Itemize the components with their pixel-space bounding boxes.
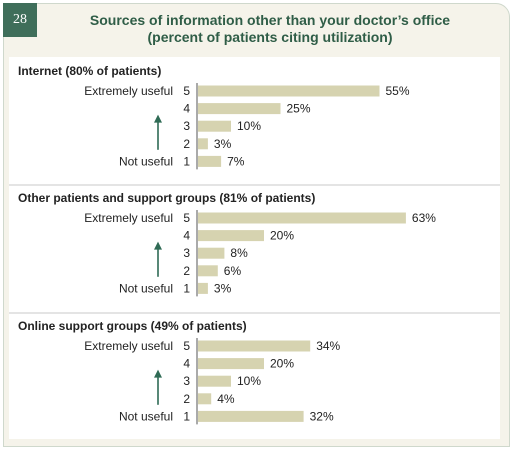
- chart-1-bar-3: [198, 120, 231, 132]
- chart-2-category-5: 5: [183, 211, 190, 225]
- chart-3-top-label: Extremely useful: [84, 339, 173, 353]
- chart-3-value-label-5: 34%: [316, 339, 340, 353]
- chart-1-value-label-2: 3%: [214, 137, 232, 151]
- chart-3-title: Online support groups (49% of patients): [18, 319, 247, 333]
- chart-2-value-label-2: 6%: [224, 264, 242, 278]
- chart-1-category-3: 3: [183, 119, 190, 133]
- chart-2-value-label-1: 3%: [214, 281, 232, 295]
- chart-2-top-label: Extremely useful: [84, 211, 173, 225]
- chart-1-bar-1: [198, 155, 222, 167]
- chart-2-bar-4: [198, 230, 264, 242]
- chart-3-arrow-up-icon: [154, 369, 162, 378]
- chart-2-bottom-label: Not useful: [119, 281, 173, 295]
- chart-3-bar-1: [198, 410, 304, 422]
- chart-1-bottom-label: Not useful: [119, 154, 173, 168]
- chart-1-bar-2: [198, 138, 208, 150]
- chart-1-top-label: Extremely useful: [84, 84, 173, 98]
- chart-2-bar-2: [198, 265, 218, 277]
- chart-3-bar-2: [198, 393, 212, 405]
- chart-2-category-3: 3: [183, 246, 190, 260]
- chart-1-value-label-3: 10%: [237, 119, 261, 133]
- chart-3-bottom-label: Not useful: [119, 409, 173, 423]
- figure-title: Sources of information other than your d…: [70, 12, 470, 46]
- chart-3-value-label-4: 20%: [270, 357, 294, 371]
- chart-2-value-label-3: 8%: [230, 246, 248, 260]
- chart-2-value-label-5: 63%: [412, 211, 436, 225]
- chart-1-category-1: 1: [183, 154, 190, 168]
- chart-1-value-label-4: 25%: [287, 102, 311, 116]
- chart-2-bar-1: [198, 282, 208, 294]
- figure-title-line-1: Sources of information other than your d…: [89, 12, 451, 28]
- chart-1-category-4: 4: [183, 102, 190, 116]
- chart-2-category-4: 4: [183, 229, 190, 243]
- chart-3-value-label-3: 10%: [237, 374, 261, 388]
- chart-2-category-2: 2: [183, 264, 190, 278]
- chart-1-value-label-5: 55%: [386, 84, 410, 98]
- chart-2-arrow-up-icon: [154, 241, 162, 250]
- chart-1-category-5: 5: [183, 84, 190, 98]
- chart-2-category-1: 1: [183, 281, 190, 295]
- chart-3-category-4: 4: [183, 357, 190, 371]
- chart-3-bar-5: [198, 340, 311, 352]
- chart-3-category-3: 3: [183, 374, 190, 388]
- chart-panel: [9, 57, 500, 439]
- chart-2-value-label-4: 20%: [270, 229, 294, 243]
- figure-number-badge: 28: [3, 3, 37, 37]
- chart-1-category-2: 2: [183, 137, 190, 151]
- chart-3-category-5: 5: [183, 339, 190, 353]
- chart-2-bar-3: [198, 247, 225, 259]
- chart-3-category-2: 2: [183, 392, 190, 406]
- chart-1-title: Internet (80% of patients): [18, 64, 161, 78]
- chart-1-value-label-1: 7%: [227, 154, 245, 168]
- chart-2-bar-5: [198, 212, 406, 224]
- chart-1-arrow-up-icon: [154, 114, 162, 123]
- chart-2-title: Other patients and support groups (81% o…: [18, 191, 315, 205]
- chart-1-bar-4: [198, 103, 281, 115]
- chart-3-value-label-1: 32%: [310, 409, 334, 423]
- chart-3-bar-4: [198, 358, 264, 370]
- chart-3-value-label-2: 4%: [217, 392, 235, 406]
- chart-1-bar-5: [198, 85, 380, 97]
- figure-title-line-2: (percent of patients citing utilization): [147, 29, 393, 45]
- chart-3-category-1: 1: [183, 409, 190, 423]
- chart-3-bar-3: [198, 375, 231, 387]
